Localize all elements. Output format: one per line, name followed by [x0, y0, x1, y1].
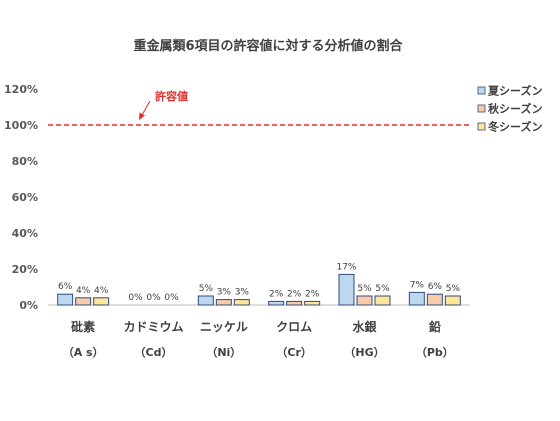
legend-swatch [477, 86, 486, 95]
data-label: 5% [357, 284, 372, 294]
bar [197, 295, 214, 306]
data-label: 6% [58, 282, 73, 292]
data-label: 3% [235, 288, 250, 298]
x-tick-sublabel: （Pb） [416, 346, 454, 359]
bar [268, 300, 285, 306]
x-tick-sublabel: （Ni） [206, 346, 241, 359]
data-label: 5% [446, 284, 461, 294]
data-label: 0% [128, 293, 143, 303]
data-label: 2% [269, 289, 284, 299]
bar [233, 299, 250, 306]
data-label: 0% [164, 293, 179, 303]
bar [286, 300, 303, 306]
y-tick-label: 60% [12, 191, 38, 204]
reference-label: 許容値 [155, 89, 188, 103]
x-tick-label: 砒素 [71, 319, 95, 334]
x-tick-sublabel: （Cd） [135, 346, 173, 359]
reference-arrow-line [141, 100, 151, 116]
bar [356, 295, 373, 306]
data-label: 2% [305, 289, 320, 299]
data-label: 4% [76, 286, 91, 296]
reference-line-group: 許容値 [48, 89, 470, 126]
y-tick-label: 40% [12, 227, 38, 240]
reference-arrow-head [139, 112, 145, 120]
data-label: 3% [217, 288, 232, 298]
legend-label: 秋シーズン [488, 102, 542, 116]
x-tick-label: クロム [276, 320, 312, 334]
bar [338, 273, 355, 306]
data-label: 6% [428, 282, 443, 292]
x-tick-label: カドミウム [123, 320, 183, 334]
y-tick-label: 0% [19, 299, 38, 312]
data-label: 5% [375, 284, 390, 294]
legend-label: 夏シーズン [488, 84, 542, 98]
data-label: 7% [410, 280, 425, 290]
data-label: 17% [336, 262, 356, 272]
x-tick-label: ニッケル [200, 320, 248, 334]
x-tick-label: 水銀 [352, 319, 376, 334]
x-tick-sublabel: （Cr） [276, 346, 312, 359]
data-label: 0% [146, 293, 161, 303]
bar [426, 293, 443, 306]
bars-group: 6% 4% 4%0% 0% 0%5% 3% 3% 2% 2% 2%17%5% 5% 7% 6% 5% [57, 262, 461, 306]
legend-swatch [477, 122, 486, 131]
y-axis: 0% 20% 40% 60% 80% 100% 120% [4, 83, 470, 312]
x-tick-sublabel: （HG） [344, 346, 384, 359]
legend-label: 冬シーズン [488, 120, 542, 134]
bar [408, 291, 425, 306]
data-label: 2% [287, 289, 302, 299]
bar [444, 295, 461, 306]
chart-title: 重金属類6項目の許容値に対する分析値の割合 [133, 38, 403, 54]
x-tick-sublabel: （A s） [63, 346, 104, 359]
bar [93, 297, 110, 306]
data-label: 4% [94, 286, 109, 296]
y-tick-label: 120% [4, 83, 38, 96]
x-tick-label: 鉛 [428, 319, 441, 334]
x-axis-labels: 砒素 （A s） カドミウム （Cd） ニッケル （Ni） クロム （Cr） 水銀 （HG） 鉛 （P… [63, 319, 454, 359]
legend-swatch [477, 104, 486, 113]
data-label: 5% [199, 284, 214, 294]
bar [374, 295, 391, 306]
bar [215, 299, 232, 306]
y-tick-label: 100% [4, 119, 38, 132]
bar [304, 300, 321, 306]
y-tick-label: 80% [12, 155, 38, 168]
y-tick-label: 20% [12, 263, 38, 276]
bar [75, 297, 92, 306]
bar [57, 293, 74, 306]
